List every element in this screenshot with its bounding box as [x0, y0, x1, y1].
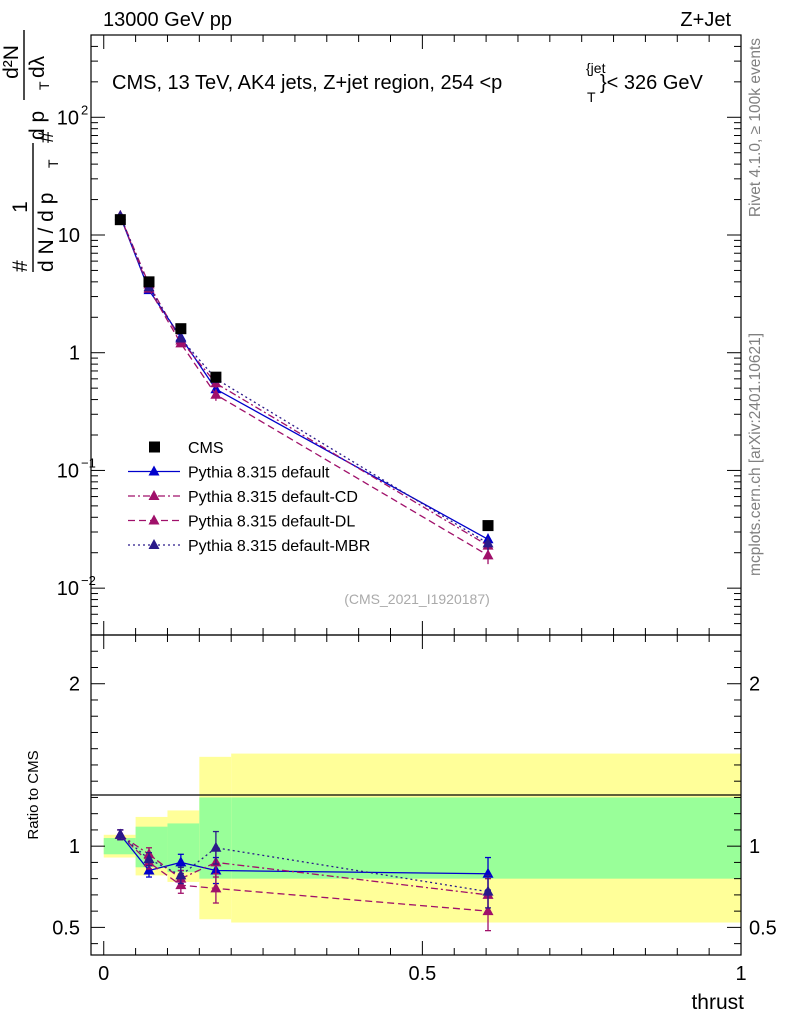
ratio-series-point: [210, 882, 222, 893]
main-y-tick-exponent: −2: [81, 573, 96, 588]
title-main: CMS, 13 TeV, AK4 jets, Z+jet region, 254…: [112, 72, 502, 94]
main-y-tick-label: 10: [57, 107, 79, 129]
side-labels: Rivet 4.1.0, ≥ 100k events mcplots.cern.…: [747, 38, 764, 576]
cms-data-point: [114, 214, 126, 226]
ratio-bands: [103, 753, 741, 923]
main-y-tick-label: 1: [69, 343, 80, 365]
ratio-series-group: [114, 828, 494, 932]
main-y-tick-label: 10: [57, 578, 79, 600]
main-series-point: [482, 549, 494, 560]
ratio-series-point: [482, 885, 494, 896]
main-series-line: [119, 215, 489, 556]
ratio-y-tick-label-right: 0.5: [749, 917, 777, 939]
ratio-y-tick-label-right: 2: [749, 674, 760, 696]
watermark: (CMS_2021_I1920187): [344, 591, 490, 607]
legend-marker: [148, 465, 160, 476]
legend: CMS Pythia 8.315 default Pythia 8.315 defa…: [128, 440, 370, 555]
ratio-y-tick-label: 1: [69, 836, 80, 858]
ratio-series-point: [175, 856, 187, 867]
main-series-point: [175, 332, 187, 343]
cms-data-point: [482, 520, 494, 532]
ratio-band-green: [103, 838, 136, 855]
rivet-label: Rivet 4.1.0, ≥ 100k events: [747, 38, 764, 217]
main-ylabel: # 1 d N / d p T # d²N d p T dλ: [0, 30, 61, 272]
main-y-tick-label: 10: [57, 460, 79, 482]
main-y-tick-label: 10: [58, 225, 80, 247]
title-tail: }< 326 GeV: [600, 72, 704, 94]
legend-marker: [148, 539, 160, 549]
ylabel-dlambda: dλ: [26, 55, 49, 78]
ratio-series-point: [210, 841, 222, 852]
ylabel-t-sub-right: T: [36, 81, 52, 90]
legend-marker: [148, 514, 160, 525]
cms-data-point: [175, 323, 187, 335]
main-series-line: [119, 215, 489, 544]
ylabel-hash-right: #: [35, 131, 58, 143]
ratio-y-axis: 0.5 0.5 1 1 2 2: [52, 650, 777, 945]
legend-label: Pythia 8.315 default-CD: [188, 489, 358, 506]
ratio-plot-frame: [90, 634, 742, 956]
ratio-series-point: [143, 853, 155, 864]
x-axis: 0 0.5 1: [98, 35, 747, 985]
ylabel-d2n: d²N: [0, 45, 23, 79]
x-tick-label: 1: [735, 963, 746, 985]
cms-data-point: [143, 276, 155, 288]
ratio-series-line: [119, 834, 489, 893]
svg-text:CMS, 13 TeV, AK4 jets, Z+jet r: CMS, 13 TeV, AK4 jets, Z+jet region, 254…: [112, 72, 502, 94]
ratio-y-tick-label: 2: [69, 674, 80, 696]
ylabel-dpt: d p: [26, 111, 49, 140]
legend-label: Pythia 8.315 default: [188, 465, 330, 482]
main-series-point: [482, 537, 494, 548]
x-axis-label: thrust: [691, 991, 744, 1014]
main-y-tick-exponent: 2: [81, 102, 88, 117]
main-series-group: [114, 210, 494, 565]
mcplots-label: mcplots.cern.ch [arXiv:2401.10621]: [747, 333, 764, 576]
main-title: CMS, 13 TeV, AK4 jets, Z+jet region, 254…: [112, 60, 704, 105]
ylabel-t-sub-left: T: [45, 159, 61, 168]
ylabel-hash-left: #: [9, 260, 32, 272]
main-series-point: [210, 388, 222, 399]
x-tick-label: 0: [98, 963, 109, 985]
ratio-band-green: [231, 797, 741, 879]
title-sup: {jet: [586, 60, 606, 76]
header: 13000 GeV pp Z+Jet: [103, 9, 731, 31]
header-right: Z+Jet: [680, 9, 731, 31]
legend-label: Pythia 8.315 default-DL: [188, 514, 355, 531]
title-sub: T: [587, 89, 596, 105]
main-y-tick-exponent: −1: [81, 455, 96, 470]
ratio-y-tick-label: 0.5: [52, 917, 80, 939]
ylabel-dn-dpt: d N / d p: [35, 193, 58, 272]
legend-label: CMS: [188, 440, 224, 457]
ratio-series-point: [482, 905, 494, 916]
ratio-series-point: [114, 828, 126, 839]
cms-data-point: [210, 371, 222, 383]
ratio-ylabel: Ratio to CMS: [25, 750, 42, 839]
ylabel-one: 1: [9, 201, 32, 213]
x-tick-label: 0.5: [408, 963, 436, 985]
header-left: 13000 GeV pp: [103, 9, 232, 31]
legend-marker: [149, 441, 160, 453]
ratio-series-point: [175, 869, 187, 880]
legend-marker: [148, 490, 160, 500]
legend-label: Pythia 8.315 default-MBR: [188, 538, 370, 555]
ratio-y-tick-label-right: 1: [749, 836, 760, 858]
